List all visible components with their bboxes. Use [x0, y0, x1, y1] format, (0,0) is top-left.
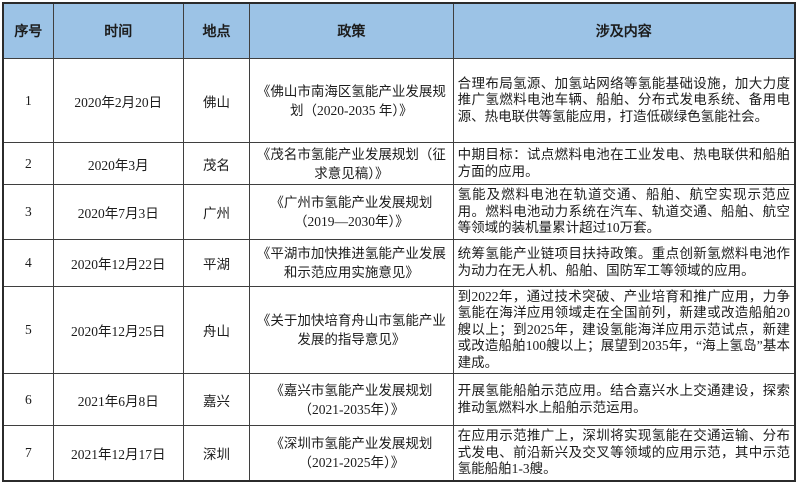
policy-city: 佛山 — [182, 58, 251, 143]
table-row: 2 2020年3月 茂名 《茂名市氢能产业发展规划（征求意见稿）》 中期目标：试… — [2, 142, 796, 185]
table-row: 6 2021年6月8日 嘉兴 《嘉兴市氢能产业发展规划（2021-2035年）》… — [2, 373, 796, 426]
column-header-no: 序号 — [2, 2, 54, 59]
column-header-date: 时间 — [52, 2, 184, 59]
policy-content: 合理布局氢源、加氢站网络等氢能基础设施，加大力度推广氢燃料电池车辆、船舶、分布式… — [452, 58, 796, 143]
row-number: 4 — [2, 238, 54, 287]
policy-content: 开展氢能船舶示范应用。结合嘉兴水上交通建设，探索推动氢燃料水上船舶示范运用。 — [452, 373, 796, 426]
policy-content: 中期目标：试点燃料电池在工业发电、热电联供和船舶方面的应用。 — [452, 142, 796, 185]
table-row: 3 2020年7月3日 广州 《广州市氢能产业发展规划（2019—2030年）》… — [2, 184, 796, 240]
row-number: 1 — [2, 58, 54, 143]
policy-city: 嘉兴 — [182, 373, 251, 426]
policy-date: 2020年7月3日 — [52, 184, 184, 240]
column-header-content: 涉及内容 — [452, 2, 796, 59]
table-header: 序号 时间 地点 政策 涉及内容 — [2, 2, 796, 59]
policy-title: 《广州市氢能产业发展规划（2019—2030年）》 — [249, 184, 454, 240]
policy-date: 2020年2月20日 — [52, 58, 184, 143]
row-number: 6 — [2, 373, 54, 426]
policy-content: 到2022年，通过技术突破、产业培育和推广应用，力争氢能在海洋应用领域走在全国前… — [452, 285, 796, 374]
policy-city: 舟山 — [182, 285, 251, 374]
policy-date: 2021年6月8日 — [52, 373, 184, 426]
policy-title: 《关于加快培育舟山市氢能产业发展的指导意见》 — [249, 285, 454, 374]
table-row: 4 2020年12月22日 平湖 《平湖市加快推进氢能产业发展和示范应用实施意见… — [2, 238, 796, 287]
policy-date: 2020年12月25日 — [52, 285, 184, 374]
column-header-place: 地点 — [182, 2, 251, 59]
policy-city: 深圳 — [182, 425, 251, 481]
policy-title: 《茂名市氢能产业发展规划（征求意见稿）》 — [249, 142, 454, 185]
table-row: 7 2021年12月17日 深圳 《深圳市氢能产业发展规划（2021-2025年… — [2, 425, 796, 481]
row-number: 5 — [2, 285, 54, 374]
header-row: 序号 时间 地点 政策 涉及内容 — [2, 2, 796, 59]
policy-date: 2020年12月22日 — [52, 238, 184, 287]
row-number: 2 — [2, 142, 54, 185]
policy-city: 广州 — [182, 184, 251, 240]
policy-content: 统筹氢能产业链项目扶持政策。重点创新氢燃料电池作为动力在无人机、船舶、国防军工等… — [452, 238, 796, 287]
policy-city: 平湖 — [182, 238, 251, 287]
row-number: 7 — [2, 425, 54, 481]
table-row: 1 2020年2月20日 佛山 《佛山市南海区氢能产业发展规划（2020-203… — [2, 58, 796, 143]
policy-city: 茂名 — [182, 142, 251, 185]
column-header-policy: 政策 — [249, 2, 454, 59]
table-body: 1 2020年2月20日 佛山 《佛山市南海区氢能产业发展规划（2020-203… — [2, 58, 796, 481]
table-row: 5 2020年12月25日 舟山 《关于加快培育舟山市氢能产业发展的指导意见》 … — [2, 285, 796, 374]
policy-title: 《平湖市加快推进氢能产业发展和示范应用实施意见》 — [249, 238, 454, 287]
row-number: 3 — [2, 184, 54, 240]
policy-title: 《佛山市南海区氢能产业发展规划（2020-2035 年）》 — [249, 58, 454, 143]
policy-title: 《嘉兴市氢能产业发展规划（2021-2035年）》 — [249, 373, 454, 426]
policy-date: 2021年12月17日 — [52, 425, 184, 481]
policy-content: 氢能及燃料电池在轨道交通、船舶、航空实现示范应用。燃料电池动力系统在汽车、轨道交… — [452, 184, 796, 240]
policy-title: 《深圳市氢能产业发展规划（2021-2025年）》 — [249, 425, 454, 481]
policy-date: 2020年3月 — [52, 142, 184, 185]
policy-content: 在应用示范推广上，深圳将实现氢能在交通运输、分布式发电、前沿新兴及交叉等领域的应… — [452, 425, 796, 481]
